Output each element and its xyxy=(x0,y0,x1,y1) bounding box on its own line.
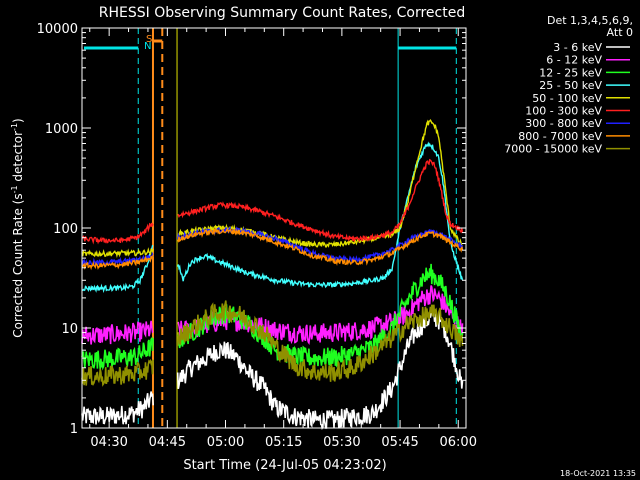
y-tick-label: 10000 xyxy=(37,22,78,37)
x-tick-label: 05:30 xyxy=(323,435,360,450)
x-tick-label: 05:45 xyxy=(381,435,418,450)
x-tick-label: 06:00 xyxy=(440,435,477,450)
y-tick-label: 100 xyxy=(53,222,78,237)
saa-label: S xyxy=(146,34,152,45)
y-tick-label: 1000 xyxy=(45,122,78,137)
chart-title: RHESSI Observing Summary Count Rates, Co… xyxy=(99,5,465,21)
x-tick-label: 05:15 xyxy=(265,435,302,450)
timestamp: 18-Oct-2021 13:35 xyxy=(560,469,636,478)
series-12-25-kev xyxy=(81,263,464,371)
legend-label: 7000 - 15000 keV xyxy=(504,143,602,156)
series-3-6-kev xyxy=(81,308,464,431)
y-axis-label: Corrected Count Rate (s-1 detector-1) xyxy=(10,118,25,337)
legend-label: 300 - 800 keV xyxy=(525,117,602,130)
series-7000-15000-kev xyxy=(81,300,464,387)
legend-header-detectors: Det 1,3,4,5,6,9, xyxy=(547,14,633,27)
night-label: N xyxy=(144,41,151,52)
axes: 1 10 100 1000 10000 04:30 04:45 05:00 05:15 05:30… xyxy=(37,22,477,450)
legend-label: 6 - 12 keV xyxy=(546,54,602,67)
series-100-300-kev xyxy=(81,158,464,245)
legend-label: 800 - 7000 keV xyxy=(518,130,602,143)
x-axis-label: Start Time (24-Jul-05 04:23:02) xyxy=(183,458,386,473)
legend-header-attenuator: Att 0 xyxy=(607,26,633,39)
legend-label: 25 - 50 keV xyxy=(539,79,602,92)
y-tick-label: 1 xyxy=(70,422,78,437)
series-800-7000-kev xyxy=(81,227,464,271)
y-tick-label: 10 xyxy=(61,322,78,337)
legend-label: 100 - 300 keV xyxy=(525,105,602,118)
x-tick-label: 05:00 xyxy=(207,435,244,450)
x-tick-label: 04:30 xyxy=(90,435,127,450)
legend-label: 12 - 25 keV xyxy=(539,66,602,79)
legend-label: 3 - 6 keV xyxy=(553,41,602,54)
legend-label: 50 - 100 keV xyxy=(532,92,602,105)
x-tick-label: 04:45 xyxy=(149,435,186,450)
series-layer xyxy=(81,119,464,431)
